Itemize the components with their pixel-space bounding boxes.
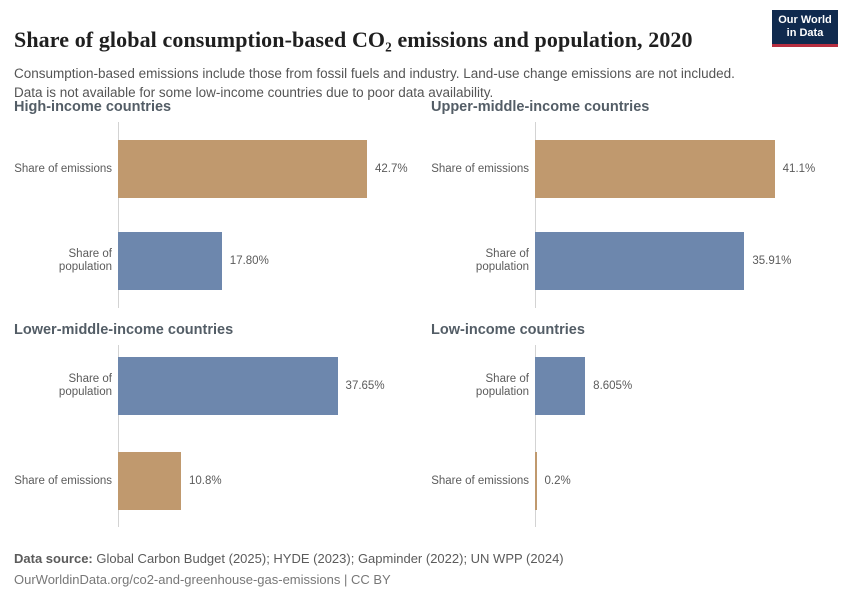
category-label: Share of emissions (431, 474, 529, 487)
owid-logo-line2: in Data (786, 27, 824, 39)
category-label: Share of emissions (14, 474, 112, 487)
value-label: 10.8% (188, 475, 222, 487)
facet-panel-upper-middle-income: Upper-middle-income countries Share of e… (431, 99, 837, 308)
value-label: 0.2% (544, 475, 571, 487)
facet-title: Lower-middle-income countries (14, 322, 234, 338)
bar (118, 357, 338, 415)
bar-row: Share of emissions 10.8% (14, 452, 420, 510)
bar (535, 140, 775, 198)
category-label: Share of population (475, 373, 529, 398)
facet-plot: Share of emissions 42.7% Share of popula… (14, 122, 420, 308)
owid-logo-line1: Our World (778, 14, 832, 26)
owid-logo: Our World in Data (772, 10, 838, 47)
axis-line (535, 345, 536, 527)
facet-title: Upper-middle-income countries (431, 99, 650, 115)
category-label: Share of population (58, 373, 112, 398)
footer-attribution: OurWorldinData.org/co2-and-greenhouse-ga… (14, 572, 391, 587)
bar-row: Share of population 37.65% (14, 357, 420, 415)
value-label: 8.605% (593, 380, 633, 392)
category-label: Share of emissions (14, 162, 112, 175)
bar-row: Share of population 35.91% (431, 232, 837, 290)
bar-row: Share of emissions 0.2% (431, 452, 837, 510)
footer-source: Data source: Global Carbon Budget (2025)… (14, 548, 834, 569)
axis-line (118, 345, 119, 527)
facet-panel-lower-middle-income: Lower-middle-income countries Share of p… (14, 322, 420, 527)
bar-row: Share of emissions 42.7% (14, 140, 420, 198)
axis-line (535, 122, 536, 308)
category-label: Share of population (58, 248, 112, 273)
value-label: 17.80% (229, 255, 269, 267)
facet-plot: Share of emissions 41.1% Share of popula… (431, 122, 837, 308)
page-subtitle: Consumption-based emissions include thos… (14, 65, 735, 100)
footer-source-label: Data source: (14, 551, 93, 566)
bar (118, 140, 367, 198)
axis-line (118, 122, 119, 308)
footer-source-text: Global Carbon Budget (2025); HYDE (2023)… (92, 551, 564, 566)
value-label: 37.65% (345, 380, 385, 392)
bar (535, 357, 586, 415)
facet-panel-low-income: Low-income countries Share of population… (431, 322, 837, 527)
value-label: 35.91% (752, 255, 792, 267)
value-label: 42.7% (375, 163, 408, 175)
category-label: Share of emissions (431, 162, 529, 175)
facet-plot: Share of population 8.605% Share of emis… (431, 345, 837, 527)
bar-row: Share of population 8.605% (431, 357, 837, 415)
page-title: Share of global consumption-based CO₂ em… (14, 26, 693, 52)
bar (118, 452, 181, 510)
facet-panel-high-income: High-income countries Share of emissions… (14, 99, 420, 308)
bar-row: Share of emissions 41.1% (431, 140, 837, 198)
facet-title: Low-income countries (431, 322, 585, 338)
facet-title: High-income countries (14, 99, 172, 115)
bar (118, 232, 222, 290)
bar-row: Share of population 17.80% (14, 232, 420, 290)
category-label: Share of population (475, 248, 529, 273)
facet-plot: Share of population 37.65% Share of emis… (14, 345, 420, 527)
bar (535, 232, 745, 290)
footer: Data source: Global Carbon Budget (2025)… (14, 548, 834, 590)
bar (535, 452, 537, 510)
value-label: 41.1% (782, 163, 816, 175)
